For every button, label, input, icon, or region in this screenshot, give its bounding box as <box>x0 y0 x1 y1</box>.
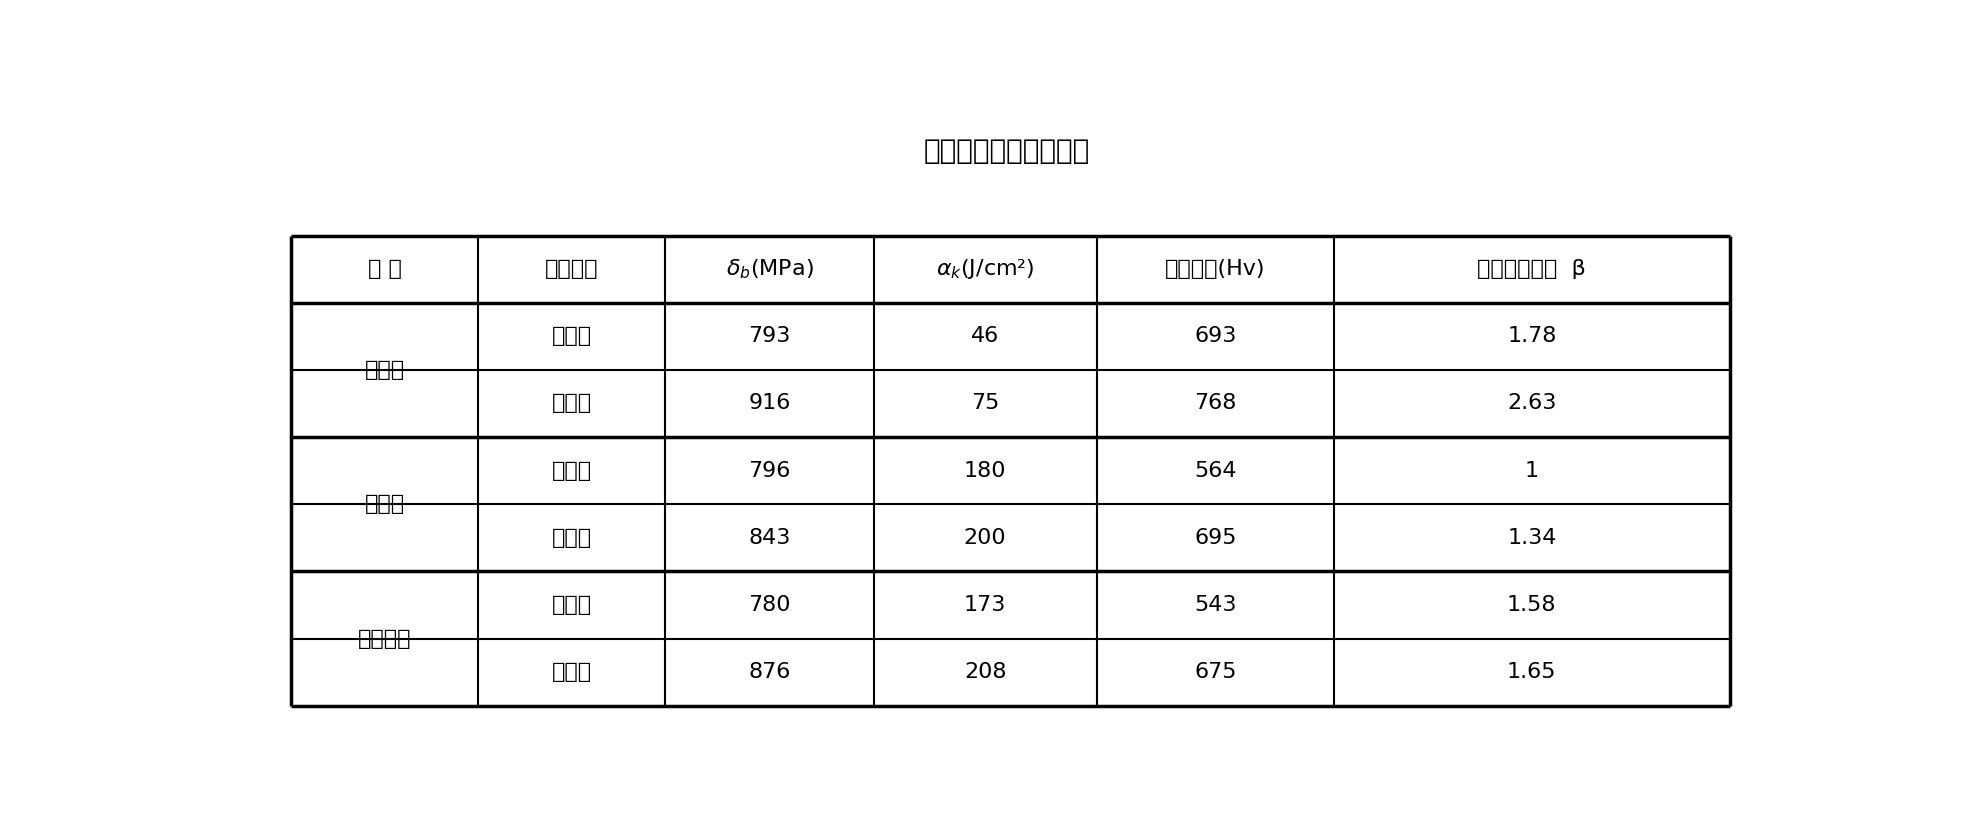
Text: 变质前: 变质前 <box>552 595 591 615</box>
Text: 46: 46 <box>970 326 1000 346</box>
Text: 高锰钢: 高锰钢 <box>365 494 405 514</box>
Text: $\alpha_k$(J/cm²): $\alpha_k$(J/cm²) <box>937 257 1035 281</box>
Text: 中锰钢: 中锰钢 <box>365 360 405 380</box>
Text: 1: 1 <box>1524 461 1540 480</box>
Text: 200: 200 <box>964 527 1006 548</box>
Text: 916: 916 <box>748 393 791 414</box>
Text: 变质后: 变质后 <box>552 527 591 548</box>
Text: 695: 695 <box>1194 527 1237 548</box>
Text: 1.34: 1.34 <box>1506 527 1555 548</box>
Text: 876: 876 <box>748 662 791 682</box>
Text: 变质后: 变质后 <box>552 393 591 414</box>
Text: 208: 208 <box>964 662 1006 682</box>
Text: 693: 693 <box>1194 326 1237 346</box>
Text: 2.63: 2.63 <box>1506 393 1555 414</box>
Text: 1.58: 1.58 <box>1506 595 1557 615</box>
Text: $\delta_b$(MPa): $\delta_b$(MPa) <box>725 257 813 281</box>
Text: 1.78: 1.78 <box>1506 326 1555 346</box>
Text: 793: 793 <box>748 326 791 346</box>
Text: 173: 173 <box>964 595 1006 615</box>
Text: 780: 780 <box>748 595 791 615</box>
Text: 564: 564 <box>1194 461 1237 480</box>
Text: 变质后: 变质后 <box>552 662 591 682</box>
Text: 1.65: 1.65 <box>1506 662 1557 682</box>
Text: 相对耐磨系数  β: 相对耐磨系数 β <box>1477 259 1587 279</box>
Text: 处理状态: 处理状态 <box>544 259 599 279</box>
Text: 双变质进行处理的效果: 双变质进行处理的效果 <box>923 137 1090 165</box>
Text: 843: 843 <box>748 527 791 548</box>
Text: 796: 796 <box>748 461 791 480</box>
Text: 75: 75 <box>970 393 1000 414</box>
Text: 变质前: 变质前 <box>552 461 591 480</box>
Text: 超高锰钢: 超高锰钢 <box>357 628 410 649</box>
Text: 变质前: 变质前 <box>552 326 591 346</box>
Text: 543: 543 <box>1194 595 1237 615</box>
Text: 675: 675 <box>1194 662 1237 682</box>
Text: 768: 768 <box>1194 393 1237 414</box>
Text: 材 料: 材 料 <box>367 259 401 279</box>
Text: 180: 180 <box>964 461 1006 480</box>
Text: 磨后硬度(Hv): 磨后硬度(Hv) <box>1165 259 1265 279</box>
